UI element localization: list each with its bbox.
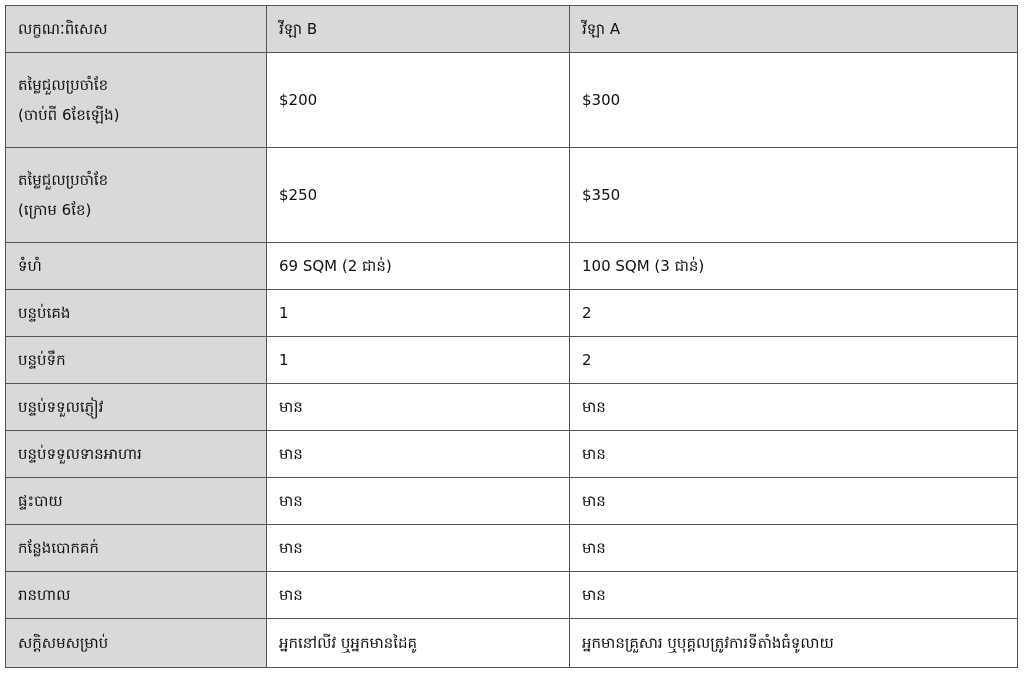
villa-a-cell: មាន [569, 571, 1018, 619]
feature-label: បន្ទប់ទទួលភ្ញៀវ [18, 398, 104, 416]
villa-a-cell: 2 [569, 289, 1018, 337]
table-row: ផ្ទះបាយ មាន មាន [5, 477, 1018, 525]
feature-label: សក្តិសមសម្រាប់ [18, 634, 109, 652]
table-row: តម្លៃជួលប្រចាំខែ (ក្រោម 6ខែ) $250 $350 [5, 147, 1018, 243]
header-feature: លក្ខណៈពិសេស [5, 5, 267, 53]
feature-cell: បន្ទប់ទឹក [5, 336, 267, 384]
villa-a-cell: $350 [569, 147, 1018, 243]
feature-label: (ក្រោម 6ខែ) [18, 201, 92, 219]
villa-comparison-table: លក្ខណៈពិសេស វីឡា B វីឡា A តម្លៃជួលប្រចាំ… [5, 5, 1018, 668]
feature-label: បន្ទប់គេង [18, 304, 71, 322]
feature-cell: ផ្ទះបាយ [5, 477, 267, 525]
villa-a-cell: អ្នកមានគ្រួសារ ឬបុគ្គលត្រូវការទីតាំងធំទូ… [569, 618, 1018, 668]
villa-b-cell: $250 [266, 147, 570, 243]
feature-label: តម្លៃជួលប្រចាំខែ [18, 171, 109, 189]
table-row: រានហាល មាន មាន [5, 571, 1018, 619]
villa-a-cell: មាន [569, 383, 1018, 431]
table-row: ទំហំ 69 SQM (2 ជាន់) 100 SQM (3 ជាន់) [5, 242, 1018, 290]
table-row: កន្លែងបោកគក់ មាន មាន [5, 524, 1018, 572]
feature-cell: កន្លែងបោកគក់ [5, 524, 267, 572]
villa-a-cell: 2 [569, 336, 1018, 384]
villa-a-cell: មាន [569, 430, 1018, 478]
feature-cell: បន្ទប់ទទួលភ្ញៀវ [5, 383, 267, 431]
villa-b-cell: អ្នកនៅលីវ ឬអ្នកមានដៃគូ [266, 618, 570, 668]
feature-label: (ចាប់ពី 6ខែឡើង) [18, 106, 120, 124]
feature-cell: តម្លៃជួលប្រចាំខែ (ចាប់ពី 6ខែឡើង) [5, 52, 267, 148]
table-row: បន្ទប់ទទួលភ្ញៀវ មាន មាន [5, 383, 1018, 431]
feature-label: តម្លៃជួលប្រចាំខែ [18, 76, 109, 94]
villa-b-cell: 1 [266, 336, 570, 384]
villa-b-cell: មាន [266, 383, 570, 431]
feature-cell: បន្ទប់គេង [5, 289, 267, 337]
villa-a-cell: មាន [569, 477, 1018, 525]
feature-label: កន្លែងបោកគក់ [18, 539, 99, 557]
feature-cell: រានហាល [5, 571, 267, 619]
villa-b-cell: មាន [266, 524, 570, 572]
feature-cell: សក្តិសមសម្រាប់ [5, 618, 267, 668]
feature-label: រានហាល [18, 586, 71, 604]
villa-b-cell: មាន [266, 430, 570, 478]
villa-a-cell: 100 SQM (3 ជាន់) [569, 242, 1018, 290]
villa-b-cell: 1 [266, 289, 570, 337]
feature-cell: តម្លៃជួលប្រចាំខែ (ក្រោម 6ខែ) [5, 147, 267, 243]
table-row: តម្លៃជួលប្រចាំខែ (ចាប់ពី 6ខែឡើង) $200 $300 [5, 52, 1018, 148]
table-row: បន្ទប់ទទួលទានអាហារ មាន មាន [5, 430, 1018, 478]
table-row: បន្ទប់ទឹក 1 2 [5, 336, 1018, 384]
villa-b-cell: មាន [266, 571, 570, 619]
feature-label: បន្ទប់ទឹក [18, 351, 66, 369]
feature-label: ផ្ទះបាយ [18, 492, 63, 510]
table-row: បន្ទប់គេង 1 2 [5, 289, 1018, 337]
villa-b-cell: $200 [266, 52, 570, 148]
header-villa-a: វីឡា A [569, 5, 1018, 53]
table-row: សក្តិសមសម្រាប់ អ្នកនៅលីវ ឬអ្នកមានដៃគូ អ្នក… [5, 618, 1018, 668]
feature-label: ទំហំ [18, 257, 42, 275]
header-villa-b: វីឡា B [266, 5, 570, 53]
feature-label: បន្ទប់ទទួលទានអាហារ [18, 445, 142, 463]
villa-a-cell: $300 [569, 52, 1018, 148]
villa-a-cell: មាន [569, 524, 1018, 572]
table-header-row: លក្ខណៈពិសេស វីឡា B វីឡា A [5, 5, 1018, 53]
feature-cell: ទំហំ [5, 242, 267, 290]
feature-cell: បន្ទប់ទទួលទានអាហារ [5, 430, 267, 478]
villa-b-cell: មាន [266, 477, 570, 525]
villa-b-cell: 69 SQM (2 ជាន់) [266, 242, 570, 290]
